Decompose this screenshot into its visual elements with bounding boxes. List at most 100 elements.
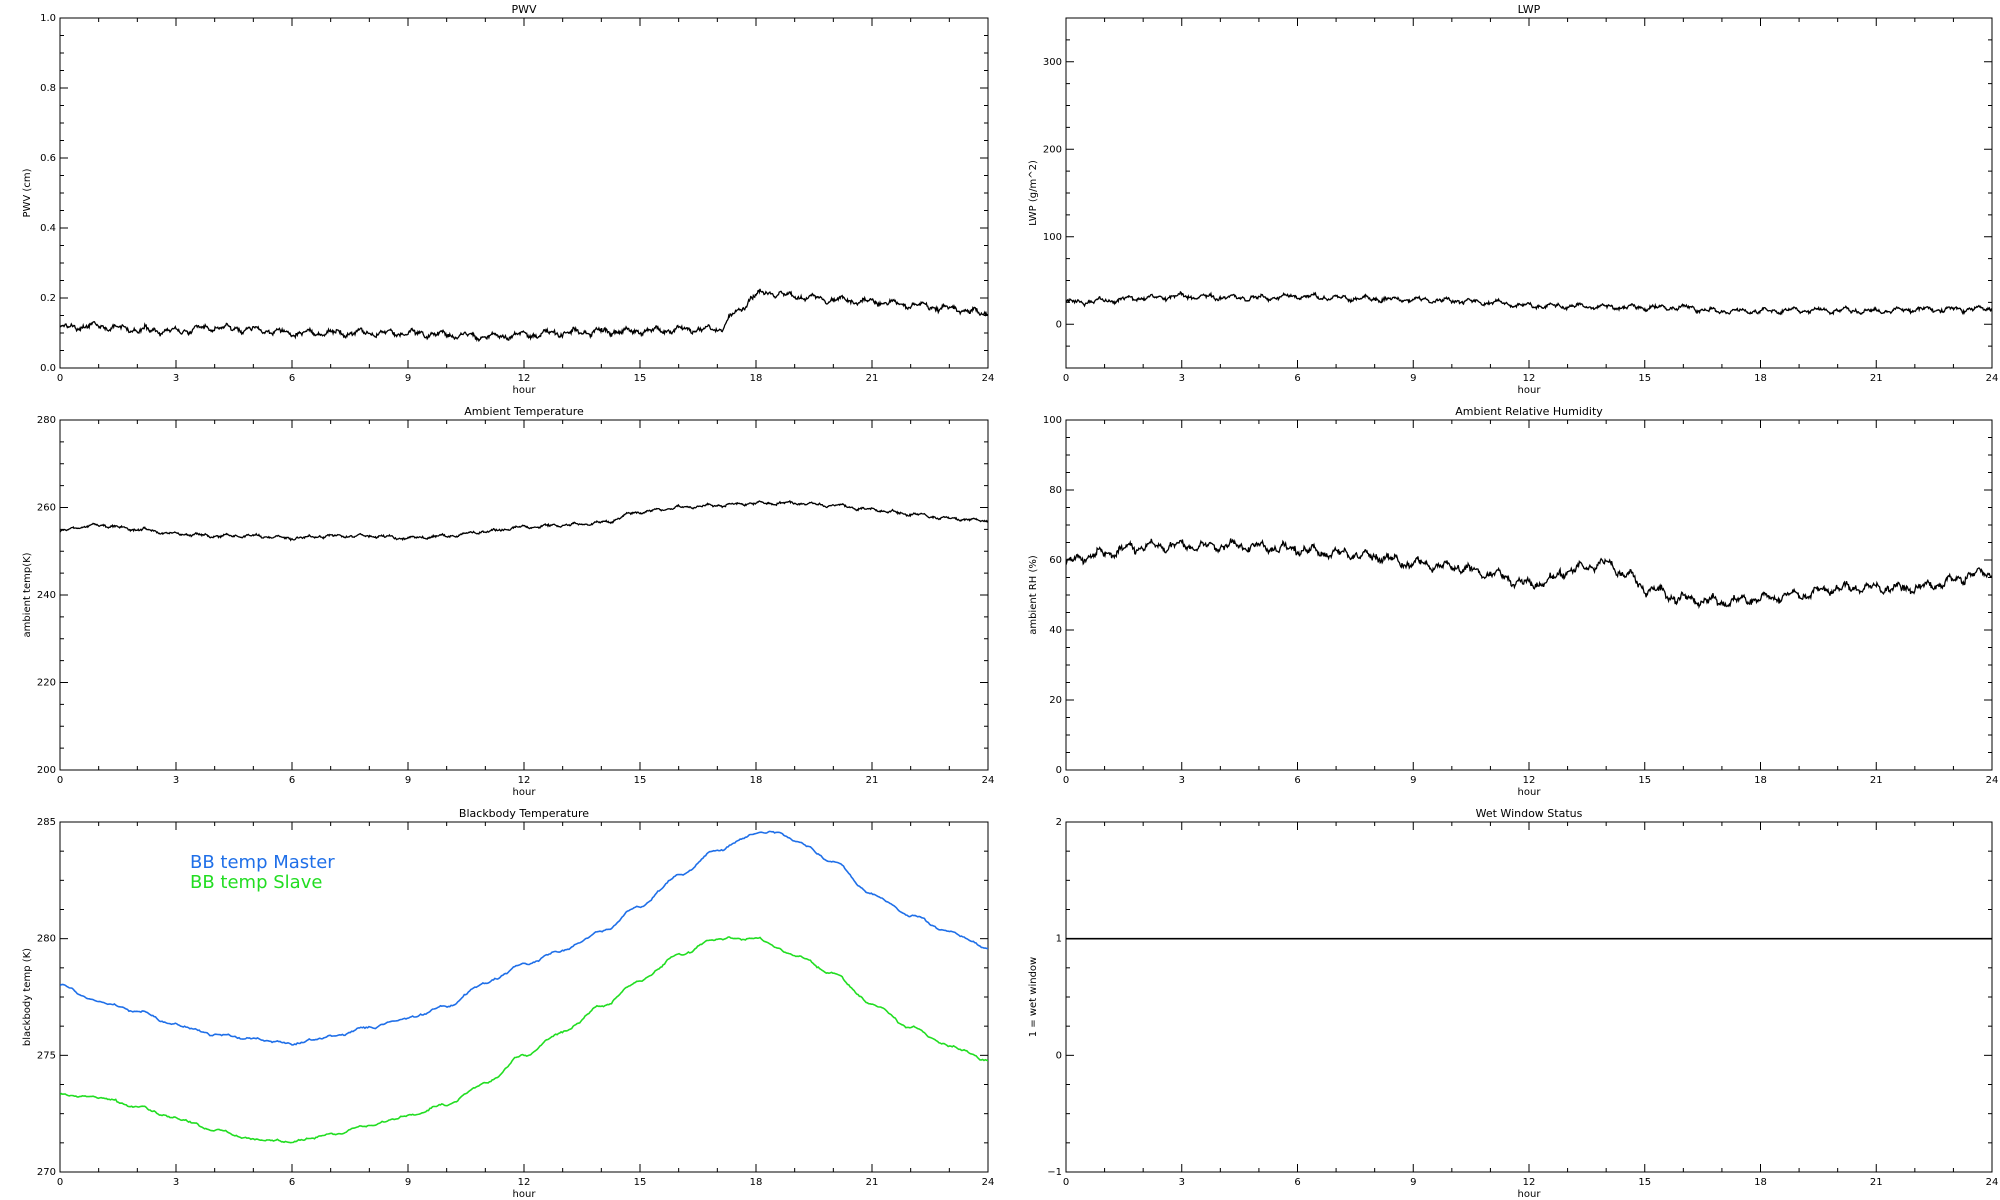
x-tick-label: 0 [57,1177,63,1188]
plot-frame [59,17,989,369]
x-tick-label: 12 [518,373,531,384]
series-line-1-1 [60,288,988,343]
y-tick-label: 0 [1056,765,1062,776]
y-tick-label: 280 [37,934,56,945]
chart-title: LWP [1518,3,1541,16]
x-tick-label: 18 [750,373,763,384]
x-tick-label: 6 [1294,1177,1300,1188]
y-axis-label: ambient temp(K) [22,552,33,637]
x-tick-label: 18 [1754,775,1767,786]
chart-title: Blackbody Temperature [459,807,589,820]
x-tick-label: 24 [982,373,995,384]
x-tick-label: 3 [173,1177,179,1188]
chart-title: PWV [511,3,537,16]
x-tick-label: 3 [1179,1177,1185,1188]
y-tick-label: 0.0 [40,363,56,374]
x-tick-label: 9 [405,373,411,384]
y-tick-label: 0.2 [40,293,56,304]
legend-entry: BB temp Master [190,852,335,873]
x-tick-label: 21 [866,775,879,786]
y-tick-label: 0.8 [40,83,56,94]
plot-frame [1065,821,1993,1173]
x-tick-label: 24 [982,775,995,786]
x-tick-label: 0 [57,373,63,384]
y-tick-label: 60 [1049,555,1062,566]
y-tick-label: 280 [37,415,56,426]
x-tick-label: 6 [1294,373,1300,384]
y-tick-label: 285 [37,817,56,828]
x-tick-label: 24 [982,1177,995,1188]
y-tick-label: −1 [1047,1167,1062,1178]
x-tick-label: 6 [1294,775,1300,786]
x-tick-label: 24 [1986,373,1999,384]
y-tick-label: 2 [1056,817,1062,828]
x-tick-label: 3 [1179,775,1185,786]
x-tick-label: 21 [1870,1177,1883,1188]
y-tick-label: 260 [37,503,56,514]
x-axis-label: hour [513,385,537,396]
x-tick-label: 0 [1063,1177,1069,1188]
plot-frame [1065,419,1993,771]
y-tick-label: 1.0 [40,13,56,24]
chart-title: Ambient Relative Humidity [1455,405,1603,418]
x-tick-label: 3 [173,775,179,786]
x-tick-label: 18 [750,1177,763,1188]
y-axis-label: LWP (g/m^2) [1028,160,1039,226]
y-tick-label: 0 [1056,1050,1062,1061]
series-line-bb-temp-slave [60,936,988,1144]
y-tick-label: 1 [1056,934,1062,945]
x-tick-label: 18 [1754,1177,1767,1188]
y-tick-label: 200 [37,765,56,776]
x-tick-label: 3 [1179,373,1185,384]
chart-panel-5: Blackbody Temperature 0 3 6 9 12 15 18 21 24 270 27… [22,807,994,1200]
y-axis-label: 1 = wet window [1028,957,1039,1037]
y-tick-label: 40 [1049,625,1062,636]
y-tick-label: 100 [1043,232,1062,243]
x-tick-label: 0 [1063,373,1069,384]
x-tick-label: 9 [1410,775,1416,786]
series-line-3-1 [60,499,988,542]
series-line-4-1 [1066,538,1992,610]
y-tick-label: 0.6 [40,153,56,164]
x-tick-label: 9 [405,1177,411,1188]
x-tick-label: 15 [634,1177,647,1188]
x-axis-label: hour [1518,787,1542,798]
x-tick-label: 21 [1870,373,1883,384]
x-tick-label: 9 [1410,1177,1416,1188]
x-tick-label: 9 [1410,373,1416,384]
y-tick-label: 270 [37,1167,56,1178]
chart-panel-1: PWV 0 3 6 9 12 15 18 21 24 0.0 0.2 0.4 0.6 0.8 1.0 hour P… [22,3,994,396]
x-tick-label: 15 [634,373,647,384]
x-tick-label: 3 [173,373,179,384]
x-tick-label: 24 [1986,1177,1999,1188]
chart-panel-4: Ambient Relative Humidity 0 3 6 9 12 15 18 21 24 0… [1028,405,1998,798]
x-tick-label: 6 [289,775,295,786]
y-tick-label: 0.4 [40,223,56,234]
x-tick-label: 15 [1638,373,1651,384]
y-tick-label: 0 [1056,319,1062,330]
plot-frame [59,419,989,771]
y-axis-label: blackbody temp (K) [22,948,33,1046]
x-tick-label: 15 [634,775,647,786]
plot-frame [1065,17,1993,369]
chart-title: Wet Window Status [1476,807,1583,820]
x-tick-label: 21 [1870,775,1883,786]
x-axis-label: hour [513,787,537,798]
y-axis-label: PWV (cm) [22,168,33,217]
x-tick-label: 6 [289,373,295,384]
y-tick-label: 20 [1049,695,1062,706]
x-tick-label: 0 [1063,775,1069,786]
series-line-bb-temp-master [60,830,988,1046]
y-tick-label: 200 [1043,144,1062,155]
legend-entry: BB temp Slave [190,872,322,893]
y-tick-label: 300 [1043,57,1062,68]
y-tick-label: 240 [37,590,56,601]
x-tick-label: 12 [518,1177,531,1188]
x-tick-label: 21 [866,1177,879,1188]
x-axis-label: hour [1518,385,1542,396]
chart-panel-3: Ambient Temperature 0 3 6 9 12 15 18 21 24 200 220 2… [22,405,994,798]
x-tick-label: 12 [518,775,531,786]
x-tick-label: 12 [1523,775,1536,786]
